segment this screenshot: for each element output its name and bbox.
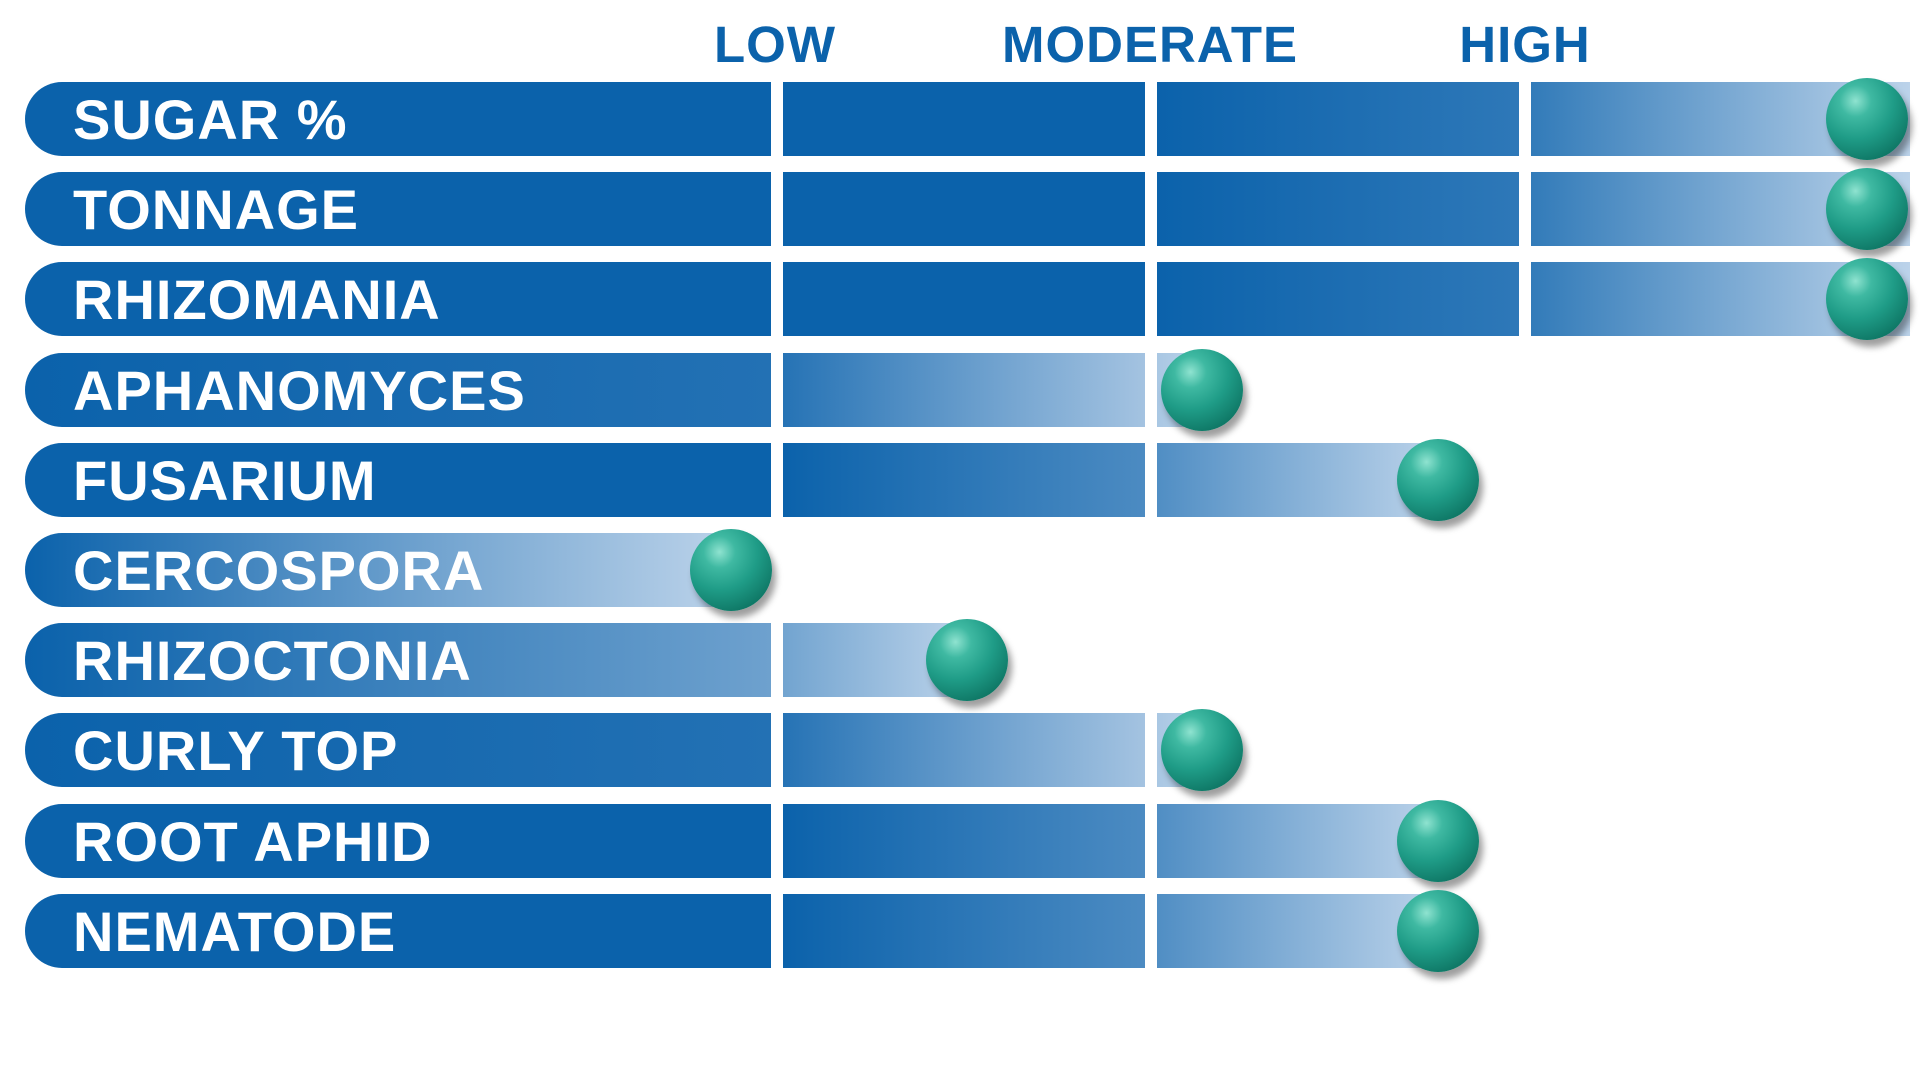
scale-label-low: LOW (714, 16, 836, 73)
rating-row: NEMATODE (0, 889, 1920, 972)
bar-segment (25, 442, 771, 517)
rating-row: RHIZOMANIA (0, 258, 1920, 341)
rating-marker (925, 619, 1008, 702)
rating-row: FUSARIUM (0, 438, 1920, 521)
rating-marker (1396, 889, 1479, 972)
rating-marker (1161, 348, 1244, 431)
bar-segment (783, 713, 1145, 788)
row-label: CERCOSPORA (73, 539, 485, 602)
scale-label-high: HIGH (1459, 16, 1591, 73)
row-label: RHIZOMANIA (73, 268, 441, 332)
rating-row: TONNAGE (0, 168, 1920, 251)
rating-marker (1161, 709, 1244, 792)
row-label: FUSARIUM (73, 448, 377, 512)
row-label: CURLY TOP (73, 719, 399, 783)
rating-marker (1826, 78, 1908, 160)
bar-segment (25, 623, 771, 698)
row-label: SUGAR % (73, 88, 348, 151)
bar-segment (783, 803, 1145, 878)
bar-segment (783, 172, 1145, 247)
bar-segment (1157, 82, 1519, 156)
rating-row: SUGAR % (0, 78, 1920, 160)
bar-segment (1157, 172, 1519, 247)
row-label: TONNAGE (73, 178, 359, 242)
row-label: NEMATODE (73, 899, 397, 963)
bar-segment (783, 893, 1145, 968)
bar-segment (783, 262, 1145, 337)
rating-marker (689, 529, 772, 611)
bar-segment (1157, 442, 1439, 517)
bar-segment (25, 713, 771, 788)
rating-row: RHIZOCTONIA (0, 619, 1920, 702)
row-label: ROOT APHID (73, 809, 433, 873)
rating-marker (1396, 438, 1479, 521)
rating-row: CURLY TOP (0, 709, 1920, 792)
bar-segment (25, 172, 771, 247)
rating-marker (1826, 168, 1908, 251)
bar-segment (783, 82, 1145, 156)
scale-label-moderate: MODERATE (1001, 16, 1299, 73)
bar-segment (25, 352, 771, 427)
rating-row: CERCOSPORA (0, 529, 1920, 611)
bar-segment (25, 893, 771, 968)
row-label: RHIZOCTONIA (73, 629, 472, 693)
bar-segment (1157, 803, 1439, 878)
bar-segment (783, 352, 1145, 427)
bar-segment (1157, 893, 1439, 968)
rating-marker (1396, 799, 1479, 882)
bar-segment (25, 82, 771, 156)
bar-segment (25, 803, 771, 878)
bar-segment (25, 262, 771, 337)
rating-row: ROOT APHID (0, 799, 1920, 882)
bar-segment (783, 442, 1145, 517)
bar-segment (25, 533, 732, 607)
rating-marker (1826, 258, 1908, 341)
bar-segment (1157, 262, 1519, 337)
row-label: APHANOMYCES (73, 358, 526, 422)
rating-row: APHANOMYCES (0, 348, 1920, 431)
